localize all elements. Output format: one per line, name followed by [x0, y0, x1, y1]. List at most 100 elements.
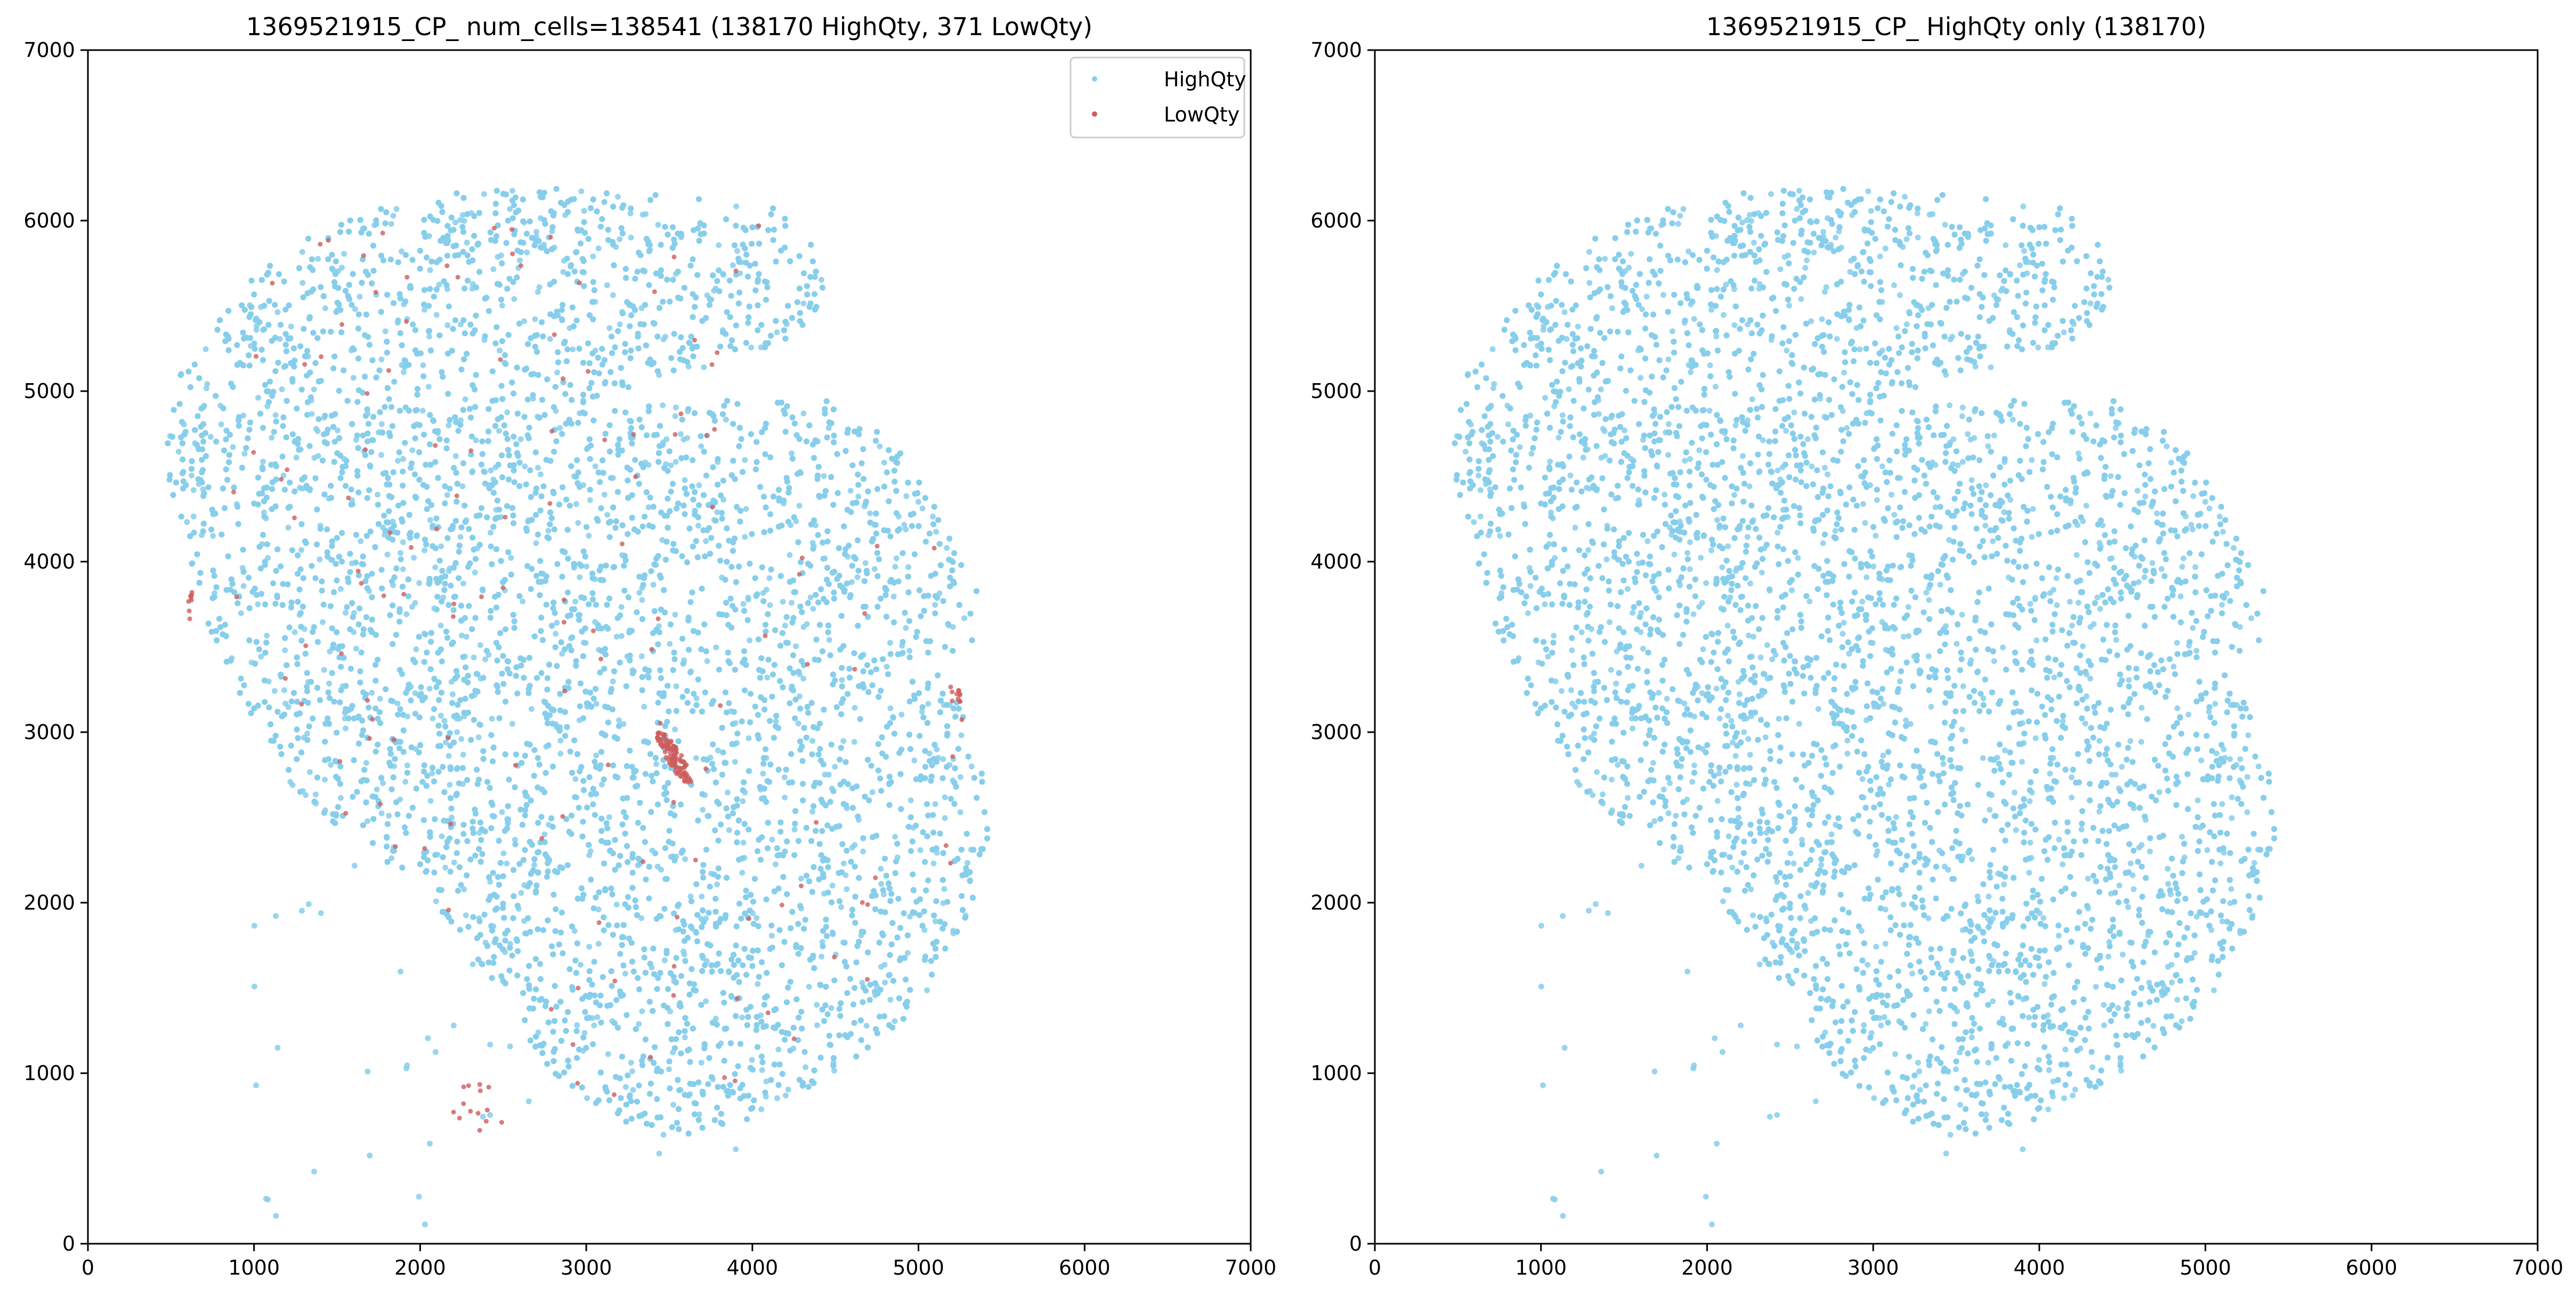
highqty-point [512, 837, 518, 843]
highqty-point [917, 847, 924, 853]
highqty-point [605, 1051, 611, 1057]
highqty-point [264, 633, 270, 639]
highqty-point [681, 949, 686, 954]
highqty-point [747, 637, 753, 644]
highqty-point [591, 1022, 597, 1028]
highqty-point [439, 833, 445, 839]
highqty-point [693, 695, 700, 702]
highqty-point [520, 598, 526, 605]
highqty-point [477, 642, 483, 648]
highqty-point [859, 979, 865, 986]
highqty-point [504, 860, 510, 866]
highqty-point [862, 560, 869, 566]
highqty-point [409, 604, 415, 610]
highqty-point [848, 579, 855, 585]
highqty-point [353, 437, 359, 443]
highqty-point [419, 408, 426, 414]
highqty-point [893, 555, 900, 562]
highqty-point [942, 815, 948, 821]
highqty-point [353, 645, 359, 652]
highqty-point [426, 685, 433, 692]
highqty-point [904, 950, 911, 956]
highqty-point [473, 437, 479, 443]
highqty-point [598, 781, 605, 788]
highqty-point [957, 774, 963, 780]
highqty-point [587, 497, 593, 503]
highqty-point [929, 514, 936, 520]
highqty-point [763, 587, 769, 593]
highqty-point [272, 412, 279, 418]
highqty-point [303, 792, 309, 798]
highqty-point [724, 789, 731, 796]
highqty-point [796, 502, 803, 509]
highqty-point [427, 517, 433, 523]
highqty-point [578, 962, 584, 968]
highqty-point [754, 915, 760, 921]
highqty-point [655, 222, 661, 228]
highqty-point [881, 459, 887, 466]
highqty-point [809, 540, 816, 546]
highqty-point [766, 575, 773, 581]
highqty-point [531, 862, 538, 868]
highqty-point [851, 739, 857, 745]
highqty-point [528, 706, 534, 712]
highqty-point [475, 734, 482, 741]
highqty-point [460, 751, 466, 758]
highqty-point [511, 296, 517, 302]
highqty-point [682, 1034, 688, 1041]
highqty-point [950, 624, 956, 630]
highqty-point [614, 193, 621, 200]
highqty-point [590, 253, 596, 260]
highqty-point [409, 447, 416, 453]
highqty-point [616, 717, 622, 724]
highqty-point [412, 690, 418, 696]
highqty-point [258, 653, 264, 660]
highqty-point [755, 981, 761, 987]
highqty-point [458, 736, 465, 742]
highqty-point [643, 211, 649, 217]
highqty-point [328, 761, 334, 768]
highqty-point [662, 334, 668, 340]
highqty-point [489, 716, 495, 722]
highqty-point [442, 864, 449, 871]
highqty-point [352, 306, 358, 312]
highqty-point [698, 443, 704, 449]
highqty-point [659, 537, 666, 543]
highqty-point [684, 435, 691, 441]
highqty-point [788, 599, 795, 606]
highqty-point [444, 322, 451, 328]
highqty-point [698, 1059, 704, 1066]
highqty-point [763, 1078, 769, 1084]
highqty-point [703, 998, 709, 1004]
highqty-point [451, 860, 457, 865]
highqty-point [388, 221, 394, 227]
highqty-point [426, 333, 433, 339]
highqty-point [610, 292, 616, 298]
highqty-point [822, 772, 828, 778]
highqty-point [732, 759, 738, 765]
highqty-point [892, 833, 898, 840]
highqty-point [337, 795, 344, 801]
highqty-point [911, 757, 918, 764]
highqty-point [386, 813, 392, 819]
highqty-point [685, 363, 692, 370]
highqty-point [438, 543, 444, 549]
highqty-point [557, 425, 563, 431]
highqty-point [638, 915, 645, 921]
highqty-point [384, 552, 391, 558]
highqty-point [627, 210, 634, 217]
highqty-point [819, 277, 824, 283]
highqty-point [639, 597, 645, 603]
highqty-point [740, 601, 747, 607]
highqty-point [507, 206, 513, 212]
highqty-point [739, 870, 746, 876]
highqty-point [432, 564, 439, 571]
highqty-point [509, 188, 515, 194]
highqty-point [592, 463, 598, 469]
highqty-point [430, 715, 436, 722]
highqty-point [321, 667, 327, 673]
highqty-point [393, 206, 400, 212]
highqty-point [559, 651, 565, 657]
highqty-point [299, 280, 306, 286]
highqty-point [311, 455, 318, 461]
